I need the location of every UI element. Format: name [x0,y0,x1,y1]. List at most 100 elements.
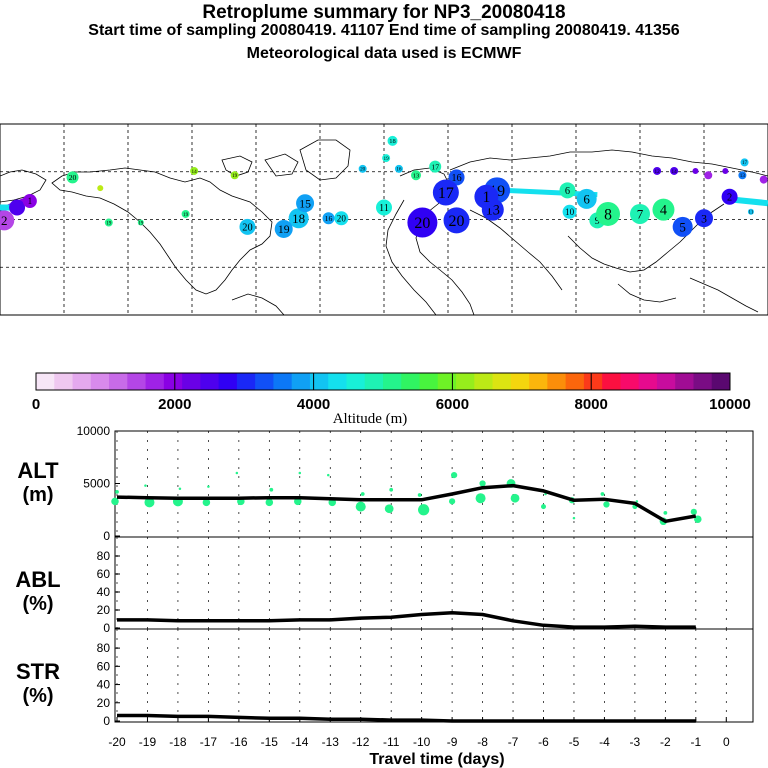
plume-label: 13 [740,173,746,179]
colorbar-swatch [182,373,201,390]
altitude-scatter-point [202,498,211,507]
colorbar-swatch [711,373,731,390]
altitude-scatter-point [235,471,239,475]
colorbar-tick-label: 6000 [436,396,469,413]
altitude-scatter-point [178,487,182,490]
plume-label: 14 [192,169,198,175]
colorbar-swatch [127,373,147,390]
y-tick-label: 10000 [77,424,111,438]
series-line-str [117,713,696,723]
plume-label: 4 [660,203,667,219]
plume-marker: 14 [190,166,199,175]
altitude-scatter-point [298,471,302,475]
plume-circle [429,160,442,173]
plume-label: 20 [242,222,252,233]
plume-marker: 1 [22,194,37,209]
y-tick-label: 0 [103,621,110,635]
plume-circle [740,158,749,167]
colorbar-swatch [620,373,640,390]
plume-label: 20 [69,173,77,182]
plume-label: 7 [637,207,644,222]
altitude-scatter-point [448,498,456,505]
x-tick-label: 0 [723,735,730,749]
y-tick-label: 40 [97,585,111,599]
plume-label: 3 [701,212,707,225]
colorbar-swatch [364,373,384,390]
colorbar-swatch [583,373,603,390]
altitude-scatter-point [510,493,520,503]
plume-circle [747,208,754,215]
plume-label: 9 [595,216,600,227]
plume-marker [759,175,768,184]
plume-marker: 6 [559,182,576,199]
plume-marker: 14 [670,166,679,175]
colorbar-tick-label: 0 [32,396,40,413]
y-tick-label: 0 [103,529,110,543]
chart-title: Retroplume summary for NP3_20080418 [202,2,566,23]
plume-circle [97,185,104,192]
plume-marker: 20 [66,171,79,184]
plume-label: 1 [28,196,33,206]
plume-circle [0,210,15,231]
plume-label: 15 [299,197,311,210]
plume-circle [562,204,577,219]
plume-circle [239,218,256,235]
time-series-panels: 0500010000ALT(m)020406080ABL(%)020406080… [15,424,754,768]
y-tick-label: 5000 [83,477,110,491]
plume-circle [738,171,747,180]
x-tick-label: -3 [630,735,641,749]
altitude-scatter-point [600,492,605,496]
plume-marker: 10 [562,204,577,219]
plume-circle [695,209,713,228]
plume-marker: 20 [358,164,367,173]
colorbar-tick-label: 10000 [709,396,751,413]
colorbar-swatch [456,373,475,390]
plume-marker: 3 [695,209,713,228]
plume-label: 11 [749,211,754,216]
series-line-abl [117,610,696,629]
plume-marker: 13 [738,171,747,180]
plume-label: 5 [679,219,686,234]
plume-circle [230,171,239,180]
altitude-scatter-point [475,493,486,504]
plume-marker: 18 [387,135,398,146]
plume-circle [576,188,597,209]
plume-circle [394,164,403,173]
panel-alt: 0 5000 10000 ALT(m) [17,424,754,543]
plume-circle [411,170,421,181]
y-tick-label: 60 [97,659,111,673]
plume-label: 16 [325,214,333,223]
colorbar-swatch [437,373,457,390]
plume-circle [66,171,79,184]
plume-label: 6 [583,191,590,206]
plume-label: 19 [138,221,144,226]
altitude-scatter-point [417,493,422,497]
plume-marker [692,167,699,174]
plume-marker: 20 [239,218,256,235]
x-axis-label: Travel time (days) [369,751,504,768]
plume-circle [704,171,713,180]
panel-abl: 0 20 40 60 80 ABL(%) [15,536,754,635]
x-tick-label: -18 [169,735,187,749]
plume-circle [190,166,199,175]
plume-circle [334,211,349,226]
colorbar-tick-label: 8000 [575,396,608,413]
x-tick-label: -5 [569,735,580,749]
colorbar-swatch [510,373,530,390]
plume-marker: 5 [672,216,693,237]
colorbar-swatch [419,373,439,390]
colorbar-swatch [547,373,567,390]
altitude-scatter-point [479,480,486,487]
plume-marker [722,167,729,174]
altitude-scatter-point [144,497,155,508]
met-data-note: Meteorological data used is ECMWF [246,45,522,62]
altitude-scatter-point [663,511,668,515]
plume-marker: 19 [382,154,391,163]
plume-marker: 4 [652,198,675,221]
colorbar-swatch [90,373,110,390]
x-tick-label: -20 [108,735,126,749]
altitude-scatter-point [541,504,547,510]
y-axis-unit: (%) [22,685,53,707]
y-tick-label: 0 [103,714,110,728]
